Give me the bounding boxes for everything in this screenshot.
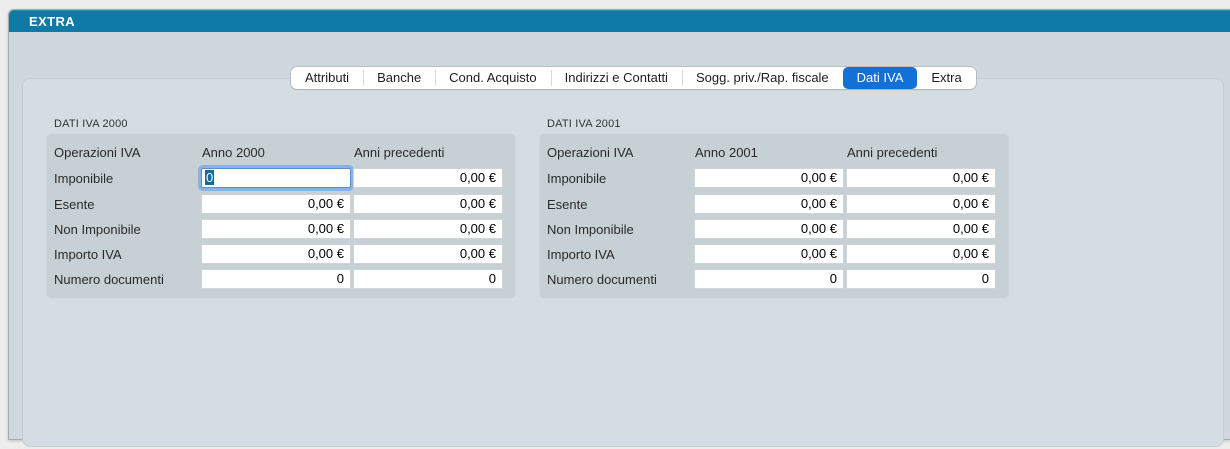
column-header-anno-2000: Anno 2000 [202, 145, 265, 160]
column-header-operazioni-iva: Operazioni IVA [54, 145, 141, 160]
column-header-operazioni-iva: Operazioni IVA [547, 145, 634, 160]
table-row: Importo IVA 0,00 € 0,00 € [46, 244, 516, 266]
window-body: Attributi Banche Cond. Acquisto Indirizz… [9, 32, 1230, 447]
row-label-numero-documenti: Numero documenti [54, 272, 164, 287]
group-box: Operazioni IVA Anno 2000 Anni precedenti… [46, 133, 516, 299]
group-box: Operazioni IVA Anno 2001 Anni precedenti… [539, 133, 1009, 299]
table-row: Esente 0,00 € 0,00 € [46, 194, 516, 216]
group-title: DATI IVA 2000 [54, 118, 128, 130]
non-imponibile-anno-2000-input[interactable]: 0,00 € [201, 219, 351, 239]
row-label-esente: Esente [547, 197, 588, 212]
column-header-anno-2001: Anno 2001 [695, 145, 758, 160]
row-label-importo-iva: Importo IVA [547, 247, 615, 262]
row-label-non-imponibile: Non Imponibile [547, 222, 634, 237]
imponibile-anni-precedenti-input[interactable]: 0,00 € [353, 168, 503, 188]
tab-banche[interactable]: Banche [363, 67, 435, 89]
table-row: Numero documenti 0 0 [46, 269, 516, 291]
row-label-numero-documenti: Numero documenti [547, 272, 657, 287]
imponibile-anno-2000-input[interactable]: 0 [201, 168, 351, 188]
imponibile-anno-2001-input[interactable]: 0,00 € [694, 168, 844, 188]
tab-cond-acquisto[interactable]: Cond. Acquisto [435, 67, 550, 89]
extra-window: EXTRA Attributi Banche Cond. Acquisto In… [8, 9, 1230, 447]
importo-iva-anni-precedenti-input[interactable]: 0,00 € [846, 244, 996, 264]
esente-anno-2000-input[interactable]: 0,00 € [201, 194, 351, 214]
row-label-imponibile: Imponibile [547, 171, 607, 186]
importo-iva-anno-2000-input[interactable]: 0,00 € [201, 244, 351, 264]
importo-iva-anno-2001-input[interactable]: 0,00 € [694, 244, 844, 264]
numero-documenti-anno-2000-input[interactable]: 0 [201, 269, 351, 289]
tab-attributi[interactable]: Attributi [305, 70, 350, 85]
non-imponibile-anno-2001-input[interactable]: 0,00 € [694, 219, 844, 239]
non-imponibile-anni-precedenti-input[interactable]: 0,00 € [353, 219, 503, 239]
tab-sogg-priv-rap-fiscale[interactable]: Sogg. priv./Rap. fiscale [681, 67, 843, 89]
row-label-importo-iva: Importo IVA [54, 247, 122, 262]
numero-documenti-anni-precedenti-input[interactable]: 0 [846, 269, 996, 289]
non-imponibile-anni-precedenti-input[interactable]: 0,00 € [846, 219, 996, 239]
table-row: Non Imponibile 0,00 € 0,00 € [46, 219, 516, 241]
imponibile-anni-precedenti-input[interactable]: 0,00 € [846, 168, 996, 188]
table-row: Imponibile 0,00 € 0,00 € [539, 168, 1009, 190]
table-row: Imponibile 0 0,00 € [46, 168, 516, 190]
esente-anno-2001-input[interactable]: 0,00 € [694, 194, 844, 214]
table-row: Importo IVA 0,00 € 0,00 € [539, 244, 1009, 266]
table-row: Numero documenti 0 0 [539, 269, 1009, 291]
dati-iva-2000-group: DATI IVA 2000 Operazioni IVA Anno 2000 A… [46, 118, 516, 299]
esente-anni-precedenti-input[interactable]: 0,00 € [353, 194, 503, 214]
tab-indirizzi-e-contatti[interactable]: Indirizzi e Contatti [550, 67, 682, 89]
column-header-anni-precedenti: Anni precedenti [354, 145, 445, 160]
tab-extra[interactable]: Extra [931, 70, 962, 85]
numero-documenti-anno-2001-input[interactable]: 0 [694, 269, 844, 289]
numero-documenti-anni-precedenti-input[interactable]: 0 [353, 269, 503, 289]
window-titlebar[interactable]: EXTRA [9, 10, 1230, 32]
tab-bar: Attributi Banche Cond. Acquisto Indirizz… [291, 67, 976, 89]
table-row: Non Imponibile 0,00 € 0,00 € [539, 219, 1009, 241]
tab-dati-iva[interactable]: Dati IVA [842, 67, 918, 89]
esente-anni-precedenti-input[interactable]: 0,00 € [846, 194, 996, 214]
column-header-anni-precedenti: Anni precedenti [847, 145, 938, 160]
table-row: Esente 0,00 € 0,00 € [539, 194, 1009, 216]
selected-text: 0 [205, 170, 215, 185]
row-label-non-imponibile: Non Imponibile [54, 222, 141, 237]
group-title: DATI IVA 2001 [547, 118, 621, 130]
row-label-imponibile: Imponibile [54, 171, 114, 186]
dati-iva-2001-group: DATI IVA 2001 Operazioni IVA Anno 2001 A… [539, 118, 1009, 299]
importo-iva-anni-precedenti-input[interactable]: 0,00 € [353, 244, 503, 264]
row-label-esente: Esente [54, 197, 95, 212]
window-title: EXTRA [29, 13, 76, 29]
